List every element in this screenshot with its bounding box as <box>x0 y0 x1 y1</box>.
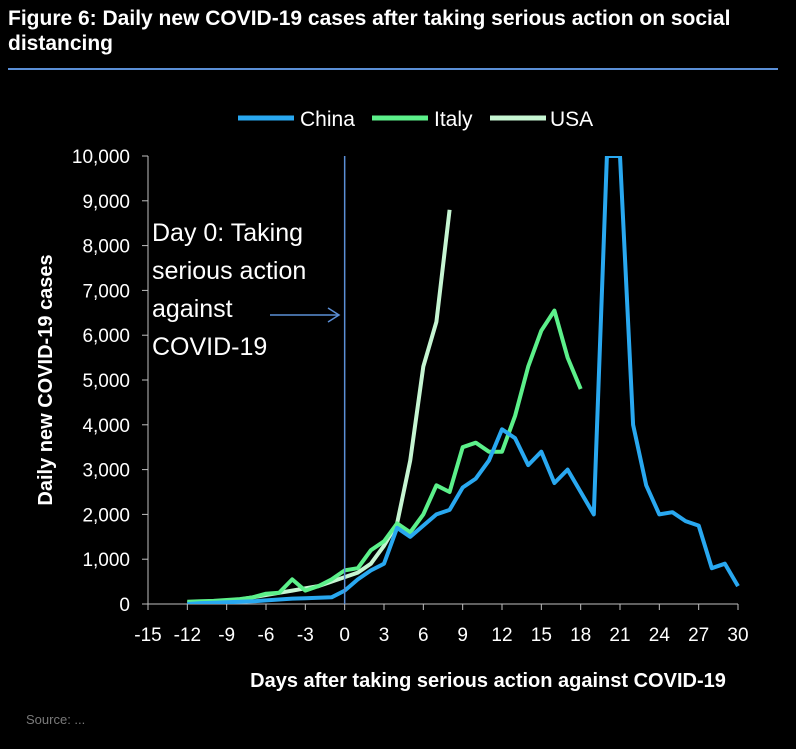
x-axis-label: Days after taking serious action against… <box>250 670 726 692</box>
x-tick-label: 3 <box>379 625 390 646</box>
y-tick-label: 4,000 <box>82 416 130 437</box>
legend: China Italy USA <box>238 108 593 131</box>
series-line-italy <box>187 308 583 604</box>
y-tick-label: 7,000 <box>82 281 130 302</box>
x-tick-label: -12 <box>174 625 201 646</box>
y-tick-label: 2,000 <box>82 505 130 526</box>
series-lines <box>187 156 740 604</box>
y-tick-label: 5,000 <box>82 371 130 392</box>
annotation-text-line: serious action <box>152 257 306 285</box>
x-tick-label: 30 <box>727 625 748 646</box>
x-tick-label: -9 <box>218 625 235 646</box>
x-tick-label: -3 <box>297 625 314 646</box>
x-tick-label: -15 <box>134 625 161 646</box>
series-line-china <box>187 156 740 604</box>
chart-title: Figure 6: Daily new COVID-19 cases after… <box>8 7 731 55</box>
x-tick-label: 12 <box>491 625 512 646</box>
x-tick-label: 15 <box>531 625 552 646</box>
y-tick-label: 8,000 <box>82 237 130 258</box>
x-tick-label: 6 <box>418 625 429 646</box>
x-tick-label: 27 <box>688 625 709 646</box>
title-underline <box>8 68 778 70</box>
annotation: Day 0: Taking serious action against COVID-… <box>152 156 346 604</box>
y-tick-label: 1,000 <box>82 550 130 571</box>
annotation-arrow-head <box>327 307 341 323</box>
x-tick-label: 9 <box>457 625 468 646</box>
x-tick-label: 21 <box>609 625 630 646</box>
axes: 0 1,000 2,000 3,000 4,000 5,000 6,000 7,000 8,00… <box>72 147 749 646</box>
annotation-text-line: COVID-19 <box>152 333 267 361</box>
legend-label-usa: USA <box>550 108 593 131</box>
y-tick-label: 10,000 <box>72 147 130 168</box>
x-tick-label: 18 <box>570 625 591 646</box>
x-tick-label: 0 <box>339 625 350 646</box>
source-note: Source: ... <box>26 712 86 727</box>
y-tick-label: 0 <box>119 595 130 616</box>
x-tick-label: 24 <box>649 625 671 646</box>
annotation-text-line: against <box>152 295 233 323</box>
y-axis-label: Daily new COVID-19 cases <box>35 254 57 505</box>
y-tick-label: 6,000 <box>82 326 130 347</box>
y-tick-label: 3,000 <box>82 461 130 482</box>
legend-label-china: China <box>300 108 355 131</box>
x-tick-label: -6 <box>258 625 275 646</box>
legend-label-italy: Italy <box>434 108 473 131</box>
annotation-text-line: Day 0: Taking <box>152 219 303 247</box>
y-tick-label: 9,000 <box>82 192 130 213</box>
